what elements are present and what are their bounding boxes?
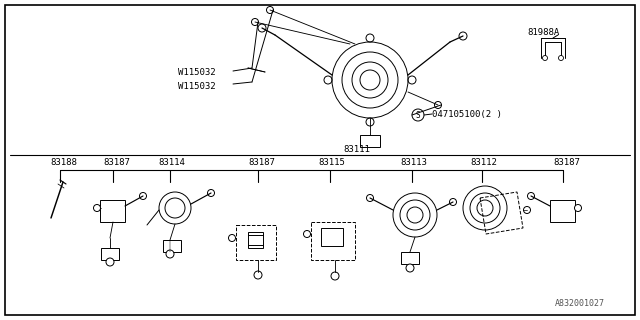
Circle shape bbox=[559, 55, 563, 60]
Circle shape bbox=[406, 264, 414, 272]
Circle shape bbox=[228, 235, 236, 242]
Circle shape bbox=[367, 195, 374, 202]
Bar bbox=[236, 225, 276, 260]
Text: 047105100(2 ): 047105100(2 ) bbox=[432, 110, 502, 119]
Bar bbox=[248, 232, 263, 248]
Bar bbox=[401, 252, 419, 264]
Bar bbox=[321, 228, 343, 246]
Circle shape bbox=[166, 250, 174, 258]
Bar bbox=[100, 200, 125, 222]
Text: 83111: 83111 bbox=[343, 145, 370, 154]
Circle shape bbox=[252, 19, 259, 26]
Text: 81988A: 81988A bbox=[527, 28, 559, 37]
Circle shape bbox=[303, 230, 310, 237]
Text: S: S bbox=[416, 110, 420, 119]
Text: 83187: 83187 bbox=[103, 158, 130, 167]
Text: 83187: 83187 bbox=[248, 158, 275, 167]
Text: 83113: 83113 bbox=[400, 158, 427, 167]
Circle shape bbox=[207, 189, 214, 196]
Text: 83114: 83114 bbox=[158, 158, 185, 167]
Circle shape bbox=[140, 193, 147, 199]
Text: 83187: 83187 bbox=[553, 158, 580, 167]
Text: W115032: W115032 bbox=[178, 68, 216, 77]
Bar bbox=[101, 248, 119, 260]
Text: W115032: W115032 bbox=[178, 82, 216, 91]
Text: A832001027: A832001027 bbox=[555, 299, 605, 308]
Text: 83188: 83188 bbox=[50, 158, 77, 167]
Bar bbox=[550, 200, 575, 222]
Circle shape bbox=[258, 24, 266, 32]
Text: 83115: 83115 bbox=[318, 158, 345, 167]
Circle shape bbox=[524, 206, 531, 213]
Text: 83112: 83112 bbox=[470, 158, 497, 167]
Circle shape bbox=[449, 198, 456, 205]
Circle shape bbox=[459, 32, 467, 40]
Circle shape bbox=[435, 101, 442, 108]
Circle shape bbox=[527, 193, 534, 199]
Circle shape bbox=[106, 258, 114, 266]
Bar bbox=[311, 222, 355, 260]
Circle shape bbox=[254, 271, 262, 279]
Circle shape bbox=[543, 55, 547, 60]
Circle shape bbox=[93, 204, 100, 212]
Bar bbox=[163, 240, 181, 252]
Circle shape bbox=[331, 272, 339, 280]
Circle shape bbox=[575, 204, 582, 212]
Bar bbox=[360, 135, 380, 147]
Circle shape bbox=[266, 6, 273, 13]
